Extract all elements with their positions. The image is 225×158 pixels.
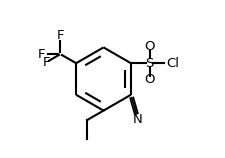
Text: F: F [42,56,50,69]
Text: O: O [144,73,154,86]
Text: O: O [144,40,154,53]
Text: S: S [145,57,153,70]
Text: F: F [56,29,64,43]
Text: Cl: Cl [166,57,179,70]
Text: N: N [133,113,142,126]
Text: F: F [38,48,45,61]
